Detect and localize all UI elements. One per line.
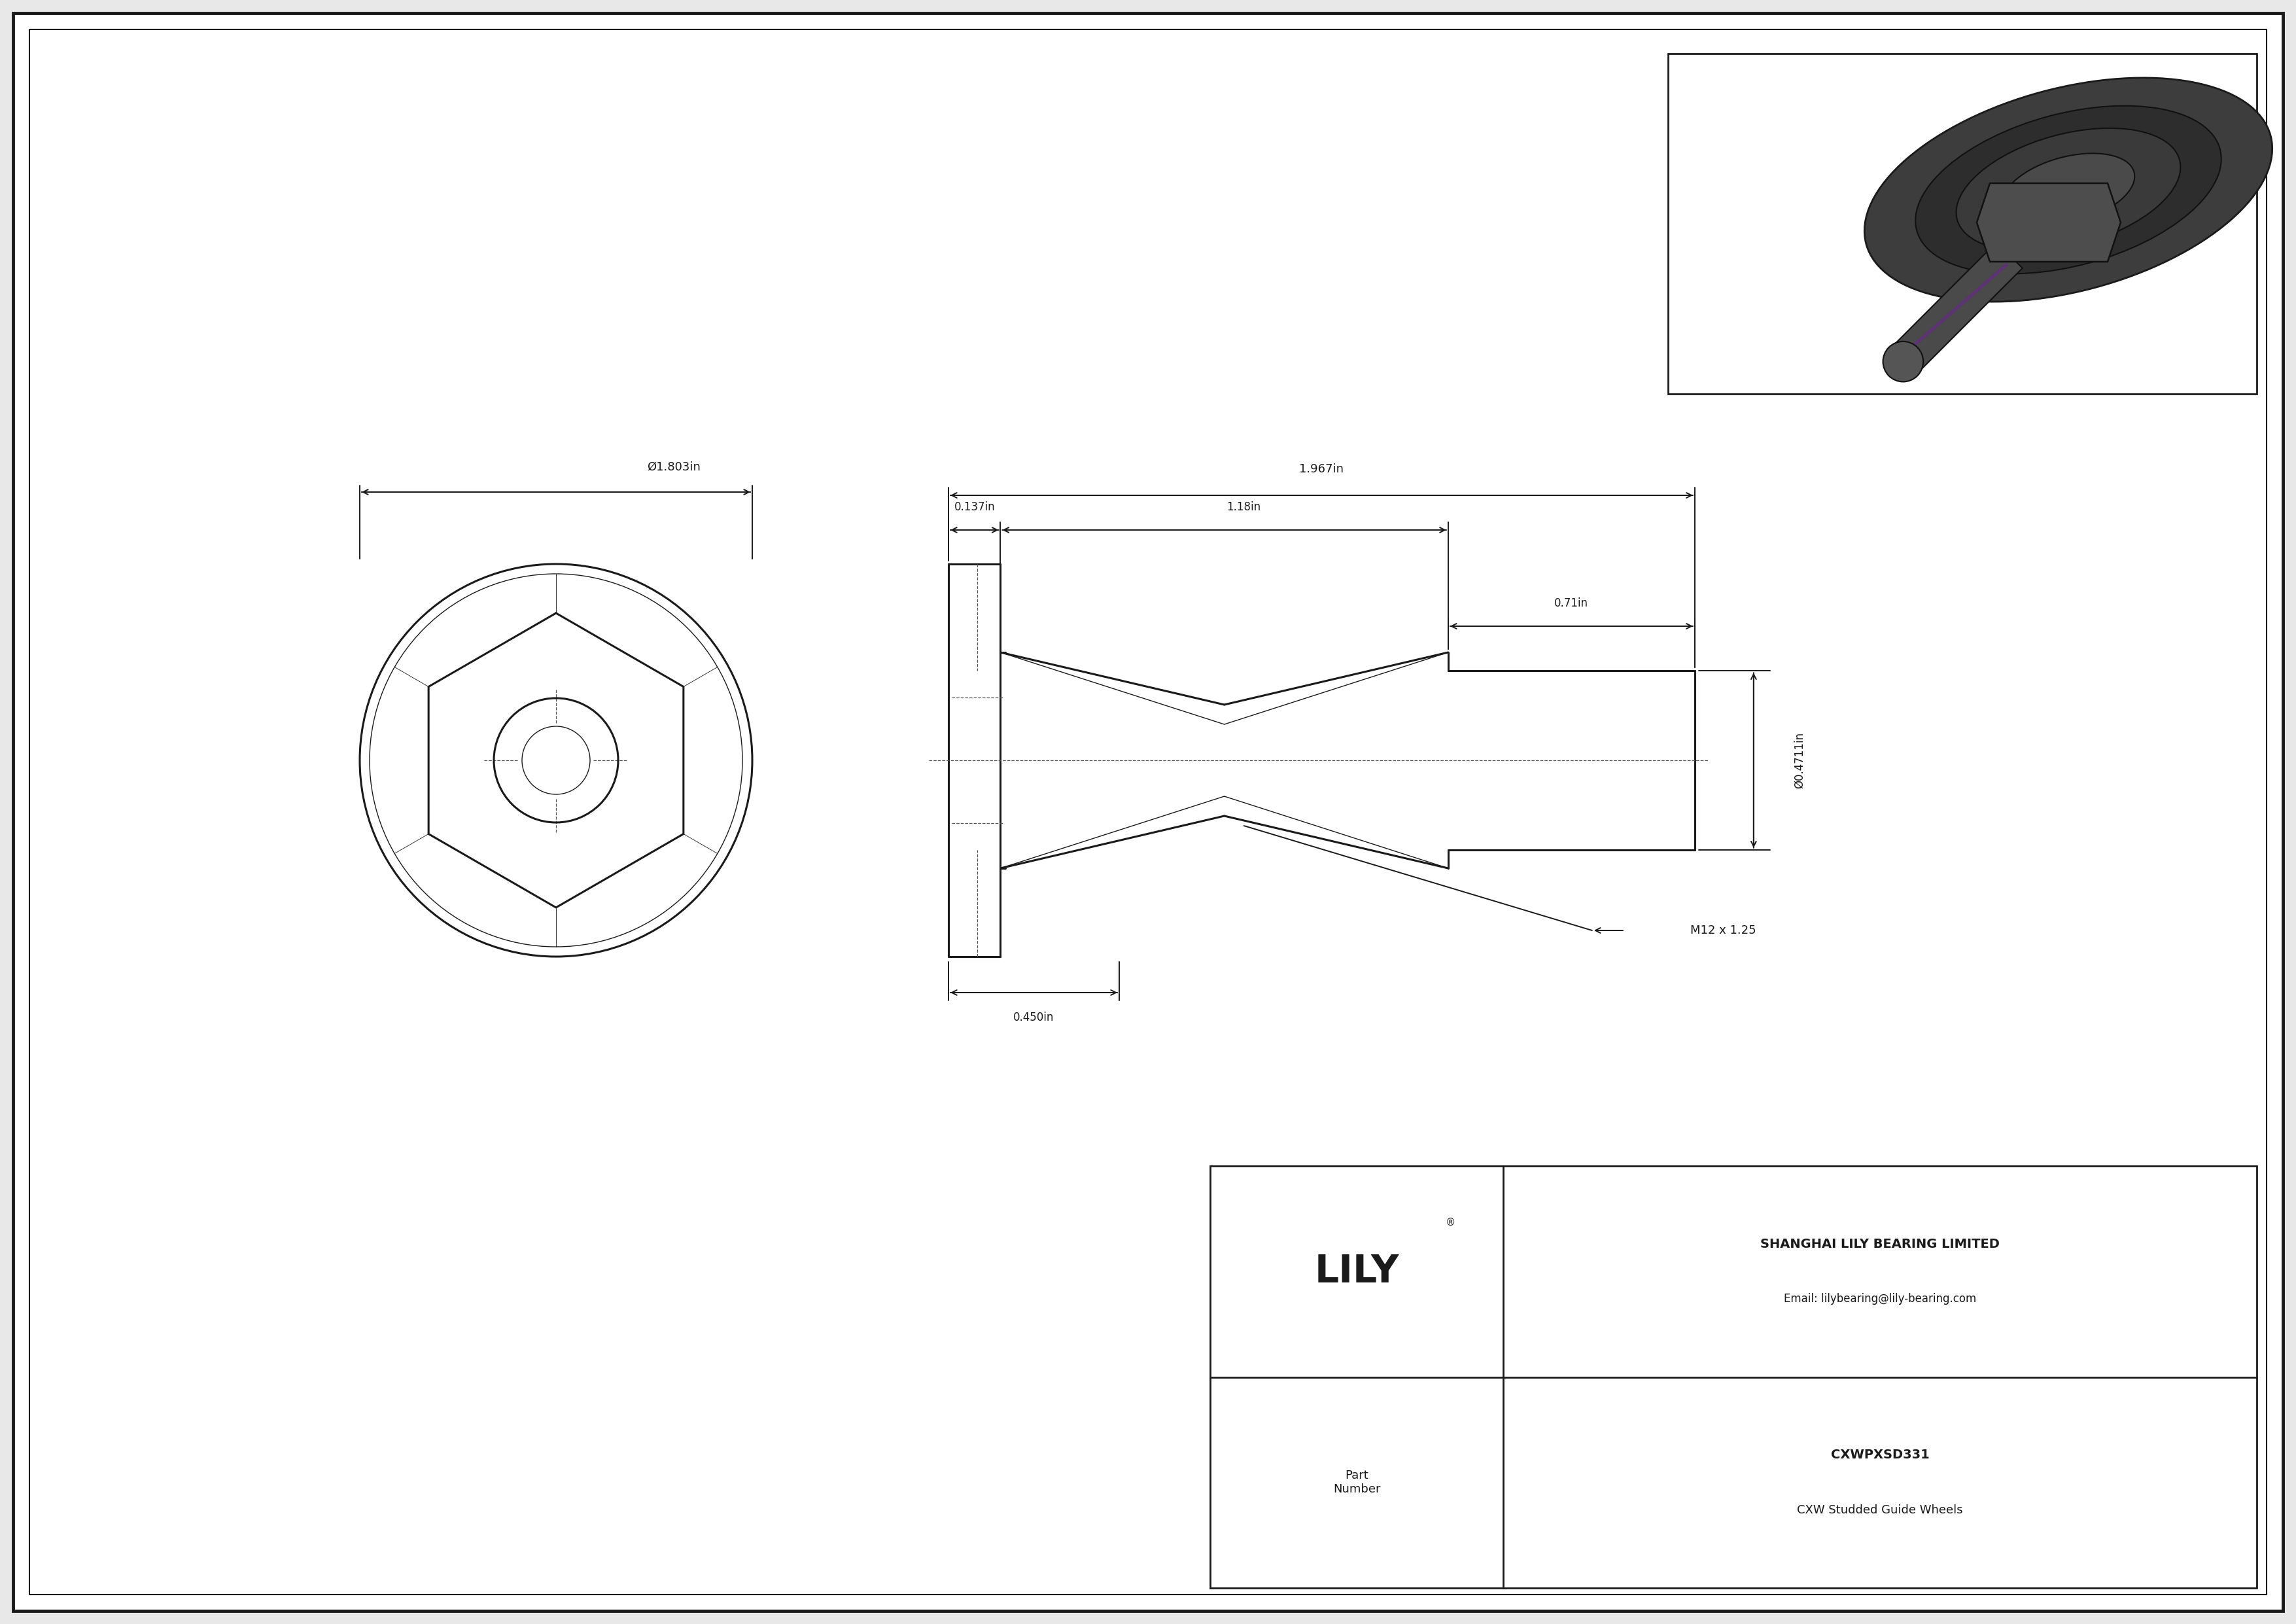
Circle shape	[1883, 341, 1924, 382]
Bar	[1210, 1166, 2257, 1588]
Polygon shape	[1890, 242, 2023, 375]
Text: Part
Number: Part Number	[1334, 1470, 1380, 1496]
Ellipse shape	[1956, 128, 2181, 252]
Text: Email: lilybearing@lily-bearing.com: Email: lilybearing@lily-bearing.com	[1784, 1293, 1977, 1304]
Text: Ø0.4711in: Ø0.4711in	[1793, 732, 1805, 789]
Text: 0.137in: 0.137in	[955, 502, 994, 513]
Text: 1.18in: 1.18in	[1226, 502, 1261, 513]
Text: LILY: LILY	[1313, 1252, 1398, 1289]
Text: M12 x 1.25: M12 x 1.25	[1690, 924, 1756, 937]
Bar	[1667, 54, 2257, 395]
Text: CXWPXSD331: CXWPXSD331	[1830, 1449, 1929, 1462]
Ellipse shape	[1915, 106, 2220, 274]
Text: ®: ®	[1446, 1218, 1456, 1228]
Text: 1.967in: 1.967in	[1300, 463, 1343, 476]
Text: CXW Studded Guide Wheels: CXW Studded Guide Wheels	[1798, 1504, 1963, 1515]
Ellipse shape	[1864, 78, 2273, 302]
Text: 0.450in: 0.450in	[1013, 1012, 1054, 1023]
Text: 0.71in: 0.71in	[1554, 598, 1589, 609]
Polygon shape	[1977, 184, 2122, 261]
Ellipse shape	[2002, 153, 2135, 226]
Text: SHANGHAI LILY BEARING LIMITED: SHANGHAI LILY BEARING LIMITED	[1761, 1237, 2000, 1250]
Text: Ø1.803in: Ø1.803in	[647, 461, 700, 473]
